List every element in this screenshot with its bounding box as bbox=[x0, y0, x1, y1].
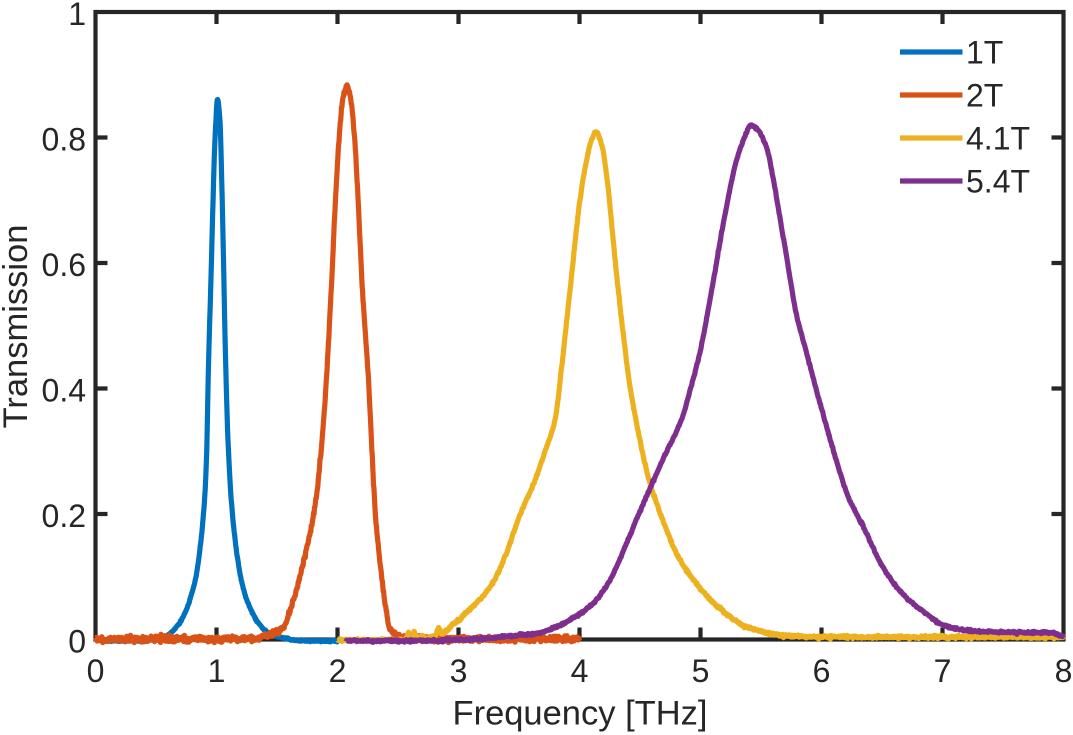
svg-text:5: 5 bbox=[692, 653, 710, 689]
svg-text:3: 3 bbox=[450, 653, 468, 689]
svg-text:6: 6 bbox=[813, 653, 831, 689]
svg-text:4: 4 bbox=[571, 653, 589, 689]
svg-text:0.6: 0.6 bbox=[42, 247, 86, 283]
svg-text:1T: 1T bbox=[966, 35, 1003, 71]
svg-text:0: 0 bbox=[68, 623, 86, 659]
svg-text:7: 7 bbox=[934, 653, 952, 689]
svg-text:0.4: 0.4 bbox=[42, 372, 86, 408]
svg-text:8: 8 bbox=[1055, 653, 1073, 689]
svg-text:2T: 2T bbox=[966, 78, 1003, 114]
svg-text:0: 0 bbox=[87, 653, 105, 689]
svg-text:Transmission: Transmission bbox=[0, 225, 35, 429]
svg-text:4.1T: 4.1T bbox=[966, 121, 1030, 157]
svg-text:5.4T: 5.4T bbox=[966, 164, 1030, 200]
svg-text:1: 1 bbox=[208, 653, 226, 689]
svg-text:0.2: 0.2 bbox=[42, 498, 86, 534]
svg-text:2: 2 bbox=[329, 653, 347, 689]
svg-text:1: 1 bbox=[68, 0, 86, 32]
svg-text:0.8: 0.8 bbox=[42, 121, 86, 157]
svg-text:Frequency [THz]: Frequency [THz] bbox=[453, 695, 708, 733]
